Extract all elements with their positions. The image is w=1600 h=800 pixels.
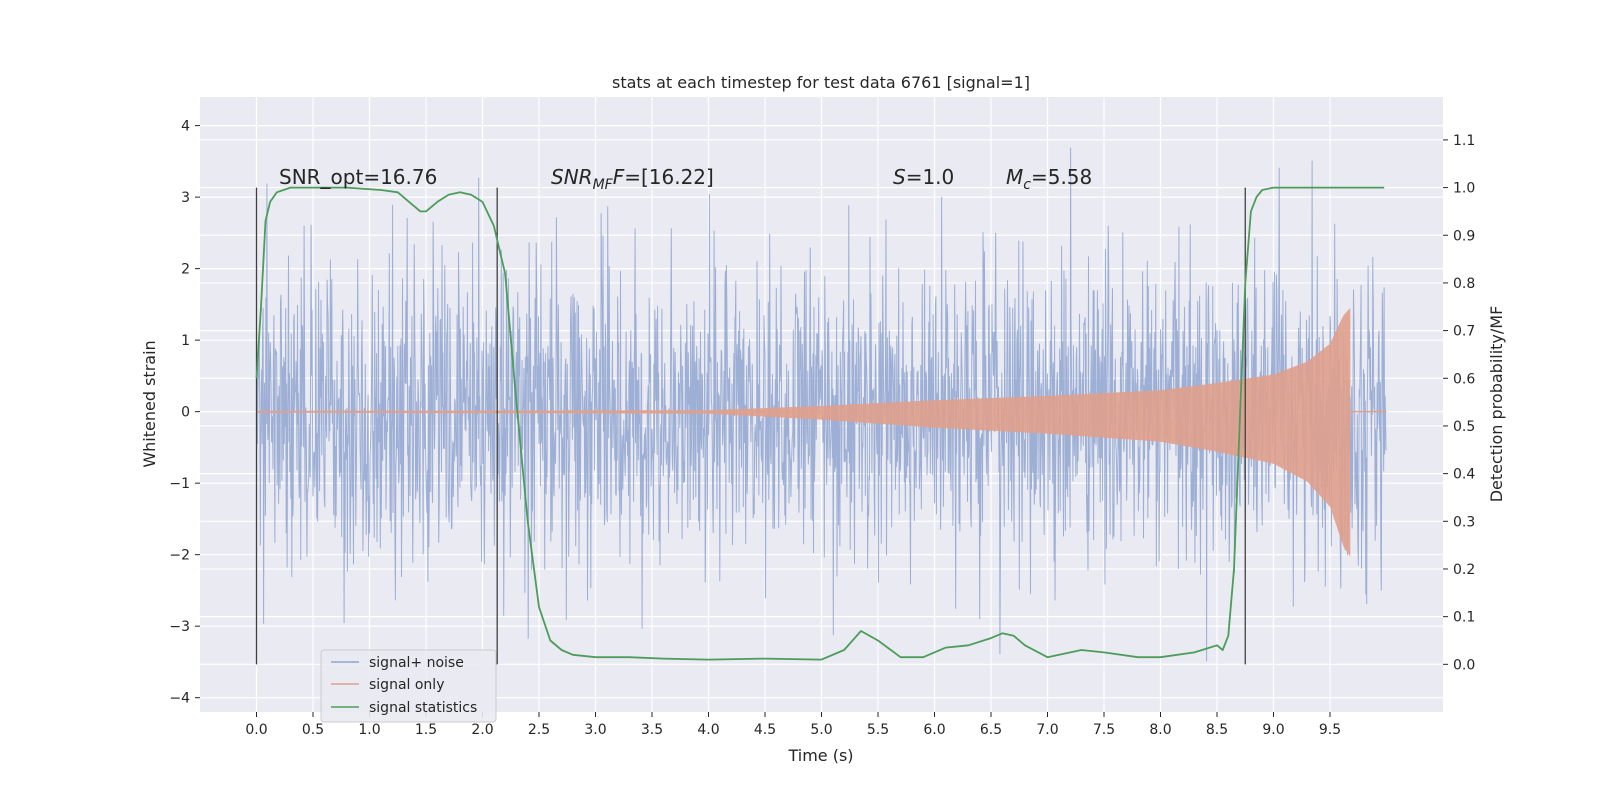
annotation-mc-sub: c [1023, 177, 1031, 193]
annotation-snr-mf-sub: MF [593, 177, 614, 193]
x-tick-label: 8.5 [1206, 722, 1228, 738]
series-signal-only [256, 308, 1387, 557]
y2-tick-label: 0.5 [1453, 419, 1475, 435]
y2-tick-label: 0.0 [1453, 657, 1475, 673]
annotation-mc-main: M [1006, 165, 1023, 189]
x-tick-label: 0.5 [302, 722, 324, 738]
y-tick-label: −1 [169, 476, 190, 492]
annotation-snr-opt: SNR_opt=16.76 [279, 165, 437, 189]
chart-title: stats at each timestep for test data 676… [612, 73, 1030, 92]
x-tick-label: 1.0 [358, 722, 380, 738]
annotation-snr-mf-rest: =[16.22] [624, 165, 714, 189]
x-axis-ticks: 0.0 0.5 1.0 1.5 2.0 2.5 3.0 3.5 4.0 4.5 5.0 5.5 6.0 6… [245, 712, 1341, 738]
x-tick-label: 4.5 [754, 722, 776, 738]
x-tick-label: 5.0 [810, 722, 832, 738]
y-tick-label: 4 [181, 119, 190, 135]
legend: signal+ noise signal only signal statist… [320, 649, 497, 723]
y2-tick-label: 0.1 [1453, 610, 1475, 626]
annotation-snr-mf-f: F [613, 165, 625, 189]
y-tick-label: 3 [181, 190, 190, 206]
y-tick-label: 2 [181, 262, 190, 278]
x-tick-label: 0.0 [245, 722, 267, 738]
y2-tick-label: 0.8 [1453, 276, 1475, 292]
annotation-mc-rest: =5.58 [1031, 165, 1092, 189]
x-tick-label: 7.5 [1093, 722, 1115, 738]
signal-statistics-line [255, 186, 1385, 661]
legend-box [320, 649, 497, 723]
y-axis-label: Whitened strain [140, 340, 159, 467]
x-tick-label: 1.5 [415, 722, 437, 738]
x-tick-label: 8.0 [1149, 722, 1171, 738]
y-tick-label: −2 [169, 548, 190, 564]
y2-tick-label: 0.2 [1453, 562, 1475, 578]
annotation-snr-mf: SNRMFF=[16.22] [551, 165, 714, 193]
signal-only-envelope [256, 308, 1351, 557]
x-tick-label: 9.5 [1319, 722, 1341, 738]
legend-label-signal-only: signal only [369, 677, 444, 693]
y-tick-label: −4 [169, 691, 190, 707]
legend-label-signal-statistics: signal statistics [369, 700, 477, 716]
x-tick-label: 5.5 [867, 722, 889, 738]
y-tick-label: 0 [181, 405, 190, 421]
annotation-s-main: S [893, 165, 906, 189]
annotations: SNR_opt=16.76 SNRMFF=[16.22] S=1.0 Mc=5.… [279, 165, 1092, 193]
x-axis-label: Time (s) [787, 746, 853, 765]
x-tick-label: 6.5 [980, 722, 1002, 738]
x-tick-label: 4.0 [697, 722, 719, 738]
annotation-mc: Mc=5.58 [1006, 165, 1092, 193]
y2-axis-label: Detection probability/MF [1487, 306, 1506, 503]
marker-lines [255, 187, 1246, 665]
y2-tick-label: 1.0 [1453, 181, 1475, 197]
y2-tick-label: 1.1 [1453, 133, 1475, 149]
x-tick-label: 3.5 [641, 722, 663, 738]
x-tick-label: 3.0 [584, 722, 606, 738]
y2-tick-label: 0.7 [1453, 324, 1475, 340]
x-tick-label: 7.0 [1036, 722, 1058, 738]
annotation-snr-mf-main: SNR [551, 165, 593, 189]
x-tick-label: 9.0 [1262, 722, 1284, 738]
annotation-s-rest: =1.0 [906, 165, 955, 189]
y-tick-label: 1 [181, 333, 190, 349]
annotation-s: S=1.0 [893, 165, 954, 189]
y2-tick-label: 0.6 [1453, 371, 1475, 387]
legend-label-signal-plus-noise: signal+ noise [369, 655, 464, 671]
series-signal-statistics [255, 186, 1385, 661]
y-tick-label: −3 [169, 619, 190, 635]
x-tick-label: 2.5 [528, 722, 550, 738]
y2-tick-label: 0.9 [1453, 228, 1475, 244]
x-tick-label: 6.0 [923, 722, 945, 738]
y2-tick-label: 0.3 [1453, 514, 1475, 530]
y2-tick-label: 0.4 [1453, 467, 1475, 483]
y2-axis-ticks: 1.1 1.0 0.9 0.8 0.7 0.6 0.5 0.4 0.3 0.2 0.1 0.0 [1443, 133, 1475, 673]
x-tick-label: 2.0 [471, 722, 493, 738]
y-axis-ticks: 4 3 2 1 0 −1 −2 −3 −4 [169, 119, 200, 707]
